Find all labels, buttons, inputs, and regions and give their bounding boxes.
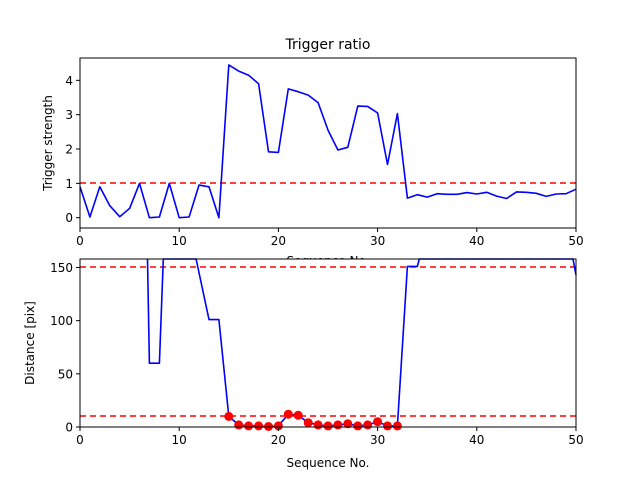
y-tick-label: 0 xyxy=(65,421,73,435)
y-tick-label: 1 xyxy=(65,177,73,191)
distance-marker xyxy=(254,421,264,431)
distance-marker xyxy=(234,420,244,430)
top-axes-frame xyxy=(79,57,577,229)
bottom-x-axis-label: Sequence No. xyxy=(287,456,370,470)
y-tick-label: 0 xyxy=(65,211,73,225)
top-chart-title: Trigger ratio xyxy=(284,37,370,53)
x-tick-label: 40 xyxy=(469,234,484,248)
distance-marker xyxy=(224,411,234,421)
distance-marker xyxy=(383,421,392,431)
y-tick-label: 150 xyxy=(50,261,73,275)
distance-marker xyxy=(313,420,323,430)
top-plot-area xyxy=(79,64,577,219)
bottom-y-axis-label: Distance [pix] xyxy=(23,301,37,385)
distance-marker xyxy=(353,421,363,431)
top-y-ticks: 0 1 2 3 4 xyxy=(65,74,80,225)
distance-marker xyxy=(373,417,383,427)
bottom-chart: 0 10 20 30 40 50 0 50 100 150 Sequence No. Dista… xyxy=(23,258,584,470)
distance-marker xyxy=(333,420,343,430)
bottom-y-ticks: 0 50 100 150 xyxy=(50,261,80,435)
top-trigger-strength-line xyxy=(79,64,577,219)
distance-marker xyxy=(273,421,283,431)
x-tick-label: 20 xyxy=(271,234,286,248)
x-tick-label: 20 xyxy=(271,433,286,447)
bottom-x-ticks: 0 10 20 30 40 50 xyxy=(76,427,584,447)
bottom-axes-frame xyxy=(79,258,577,428)
x-tick-label: 0 xyxy=(76,234,84,248)
x-tick-label: 10 xyxy=(172,234,187,248)
x-tick-label: 40 xyxy=(469,433,484,447)
x-tick-label: 50 xyxy=(568,433,583,447)
distance-marker xyxy=(293,410,303,420)
distance-marker xyxy=(303,418,313,428)
y-tick-label: 3 xyxy=(65,108,73,122)
y-tick-label: 2 xyxy=(65,143,73,157)
y-tick-label: 4 xyxy=(65,74,73,88)
y-tick-label: 50 xyxy=(58,367,73,381)
distance-marker xyxy=(343,419,353,429)
x-tick-label: 30 xyxy=(370,234,385,248)
distance-marker xyxy=(323,421,333,431)
x-tick-label: 30 xyxy=(370,433,385,447)
x-tick-label: 10 xyxy=(172,433,187,447)
top-x-ticks: 0 10 20 30 40 50 xyxy=(76,228,584,248)
bottom-axes-background xyxy=(80,259,576,427)
distance-marker xyxy=(244,421,254,431)
distance-marker xyxy=(283,409,293,419)
bottom-distance-line xyxy=(146,258,577,428)
distance-marker xyxy=(392,421,402,431)
top-y-axis-label: Trigger strength xyxy=(41,95,55,192)
x-tick-label: 50 xyxy=(568,234,583,248)
distance-marker xyxy=(363,420,373,430)
x-tick-label: 0 xyxy=(76,433,84,447)
y-tick-label: 100 xyxy=(50,314,73,328)
